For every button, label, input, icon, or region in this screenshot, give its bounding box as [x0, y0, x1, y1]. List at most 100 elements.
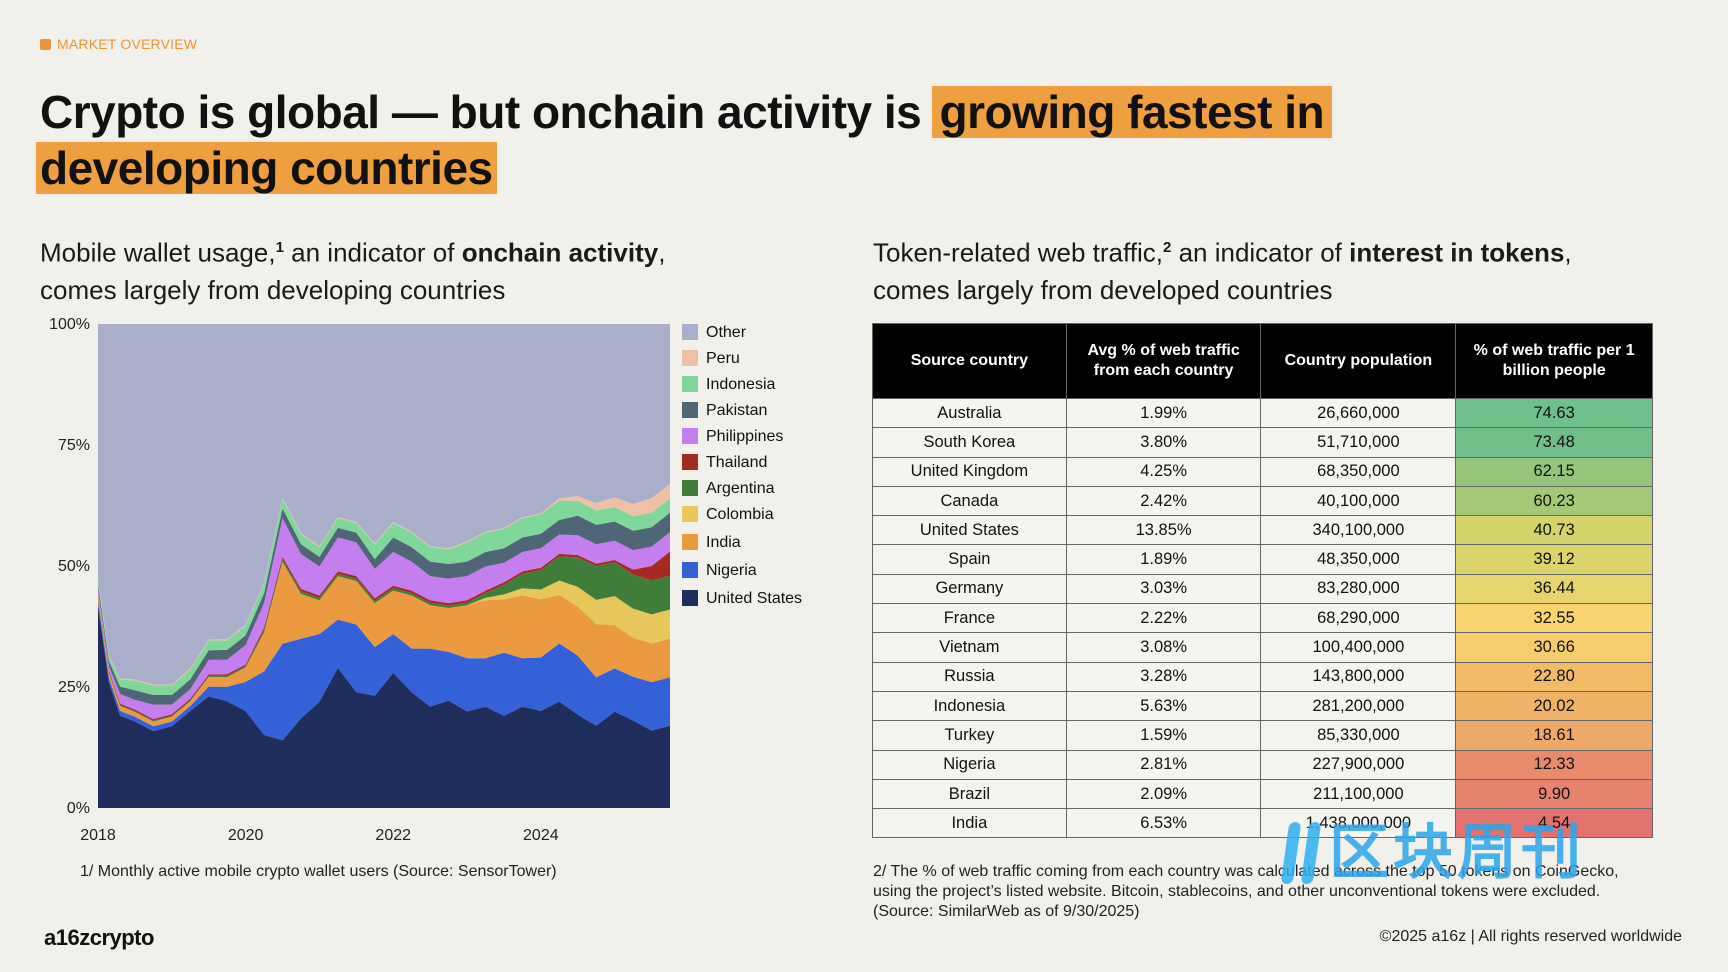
- cell-share: 3.03%: [1065, 573, 1262, 605]
- table-row: United States 13.85% 340,100,000 40.73: [872, 515, 1653, 546]
- cell-share: 3.28%: [1065, 661, 1262, 692]
- y-tick-label: 75%: [58, 437, 90, 454]
- cell-per-billion: 22.80: [1455, 661, 1653, 692]
- area-series: [98, 606, 670, 808]
- table-row: South Korea 3.80% 51,710,000 73.48: [872, 427, 1653, 458]
- cell-population: 68,350,000: [1260, 456, 1457, 487]
- cell-population: 85,330,000: [1260, 720, 1457, 751]
- cell-share: 1.89%: [1065, 544, 1262, 575]
- legend-swatch: [682, 428, 698, 444]
- cell-per-billion: 32.55: [1455, 603, 1653, 634]
- cell-per-billion: 60.23: [1455, 485, 1653, 517]
- cell-population: 83,280,000: [1260, 573, 1457, 605]
- legend-swatch: [682, 562, 698, 578]
- legend-swatch: [682, 454, 698, 470]
- cell-country: South Korea: [872, 427, 1067, 458]
- table-body: Australia 1.99% 26,660,000 74.63 South Korea…: [872, 397, 1653, 839]
- legend-swatch: [682, 376, 698, 392]
- left-subhead-3: ,: [658, 237, 666, 268]
- legend-swatch: [682, 350, 698, 366]
- cell-population: 100,400,000: [1260, 632, 1457, 663]
- left-subhead: Mobile wallet usage,1 an indicator of on…: [40, 229, 780, 309]
- cell-population: 40,100,000: [1260, 485, 1457, 517]
- web-traffic-table: Source country Avg % of web traffic from…: [872, 323, 1653, 839]
- cell-country: United States: [872, 515, 1067, 546]
- cell-share: 1.99%: [1065, 397, 1262, 429]
- right-subhead-2: an indicator of: [1171, 237, 1350, 268]
- cell-per-billion: 12.33: [1455, 749, 1653, 780]
- right-subhead-sup: 2: [1163, 239, 1172, 256]
- legend-label: Nigeria: [706, 562, 757, 579]
- legend-swatch: [682, 324, 698, 340]
- cell-country: Vietnam: [872, 632, 1067, 663]
- left-subhead-bold: onchain activity: [461, 237, 659, 268]
- right-subhead: Token-related web traffic,2 an indicator…: [873, 229, 1673, 309]
- table-row: Turkey 1.59% 85,330,000 18.61: [872, 720, 1653, 751]
- legend-swatch: [682, 534, 698, 550]
- legend-label: Colombia: [706, 506, 774, 523]
- left-subhead-2: an indicator of: [283, 237, 462, 268]
- watermark-logo-icon: [1280, 822, 1322, 884]
- area-series: [98, 483, 670, 686]
- headline-highlight-1: growing fastest in: [931, 86, 1333, 138]
- area-series: [98, 498, 670, 696]
- table-row: United Kingdom 4.25% 68,350,000 62.15: [872, 456, 1653, 487]
- eyebrow-dot: [40, 38, 51, 50]
- header-per-billion: % of web traffic per 1 billion people: [1455, 323, 1653, 399]
- right-subhead-bold: interest in tokens: [1349, 237, 1565, 268]
- left-subhead-4: comes largely from developing countries: [40, 274, 506, 305]
- headline: Crypto is global — but onchain activity …: [36, 84, 1540, 196]
- table-row: Vietnam 3.08% 100,400,000 30.66: [872, 632, 1653, 663]
- right-subhead-3: ,: [1564, 237, 1572, 268]
- y-tick-label: 0%: [67, 800, 90, 817]
- left-footnote: 1/ Monthly active mobile crypto wallet u…: [80, 863, 557, 880]
- table-row: Brazil 2.09% 211,100,000 9.90: [872, 778, 1653, 810]
- legend-swatch: [682, 402, 698, 418]
- left-subhead-sup: 1: [275, 239, 284, 256]
- right-subhead-1: Token-related web traffic,: [873, 237, 1163, 268]
- legend-label: Argentina: [706, 480, 775, 497]
- x-tick-label: 2020: [228, 827, 264, 844]
- right-subhead-4: comes largely from developed countries: [873, 274, 1333, 305]
- cell-population: 51,710,000: [1260, 427, 1457, 458]
- eyebrow: MARKET OVERVIEW: [40, 36, 197, 52]
- table-row: Canada 2.42% 40,100,000 60.23: [872, 485, 1653, 517]
- copyright: ©2025 a16z | All rights reserved worldwi…: [1379, 928, 1682, 945]
- cell-per-billion: 62.15: [1455, 456, 1653, 487]
- cell-country: Brazil: [872, 778, 1067, 810]
- area-series: [98, 508, 670, 705]
- legend-label: Pakistan: [706, 402, 767, 419]
- cell-share: 2.42%: [1065, 485, 1262, 517]
- x-tick-label: 2024: [523, 827, 559, 844]
- table-row: Australia 1.99% 26,660,000 74.63: [872, 397, 1653, 429]
- legend-swatch: [682, 506, 698, 522]
- table-row: Germany 3.03% 83,280,000 36.44: [872, 573, 1653, 605]
- headline-plain: Crypto is global — but onchain activity …: [40, 86, 934, 138]
- table-header: Source country Avg % of web traffic from…: [872, 323, 1653, 399]
- y-tick-label: 100%: [49, 316, 90, 333]
- cell-population: 26,660,000: [1260, 397, 1457, 429]
- cell-population: 340,100,000: [1260, 515, 1457, 546]
- table-header-row: Source country Avg % of web traffic from…: [872, 323, 1653, 399]
- cell-country: Spain: [872, 544, 1067, 575]
- area-series: [98, 324, 670, 685]
- header-avg-traffic: Avg % of web traffic from each country: [1065, 323, 1262, 399]
- cell-per-billion: 39.12: [1455, 544, 1653, 575]
- table-row: Russia 3.28% 143,800,000 22.80: [872, 661, 1653, 692]
- watermark-text: 区块周刊: [1329, 819, 1585, 886]
- legend-label: Thailand: [706, 454, 767, 471]
- area-series: [98, 556, 670, 722]
- cell-per-billion: 40.73: [1455, 515, 1653, 546]
- cell-country: Nigeria: [872, 749, 1067, 780]
- area-series: [98, 518, 670, 720]
- cell-per-billion: 20.02: [1455, 690, 1653, 722]
- table-row: Spain 1.89% 48,350,000 39.12: [872, 544, 1653, 575]
- cell-population: 48,350,000: [1260, 544, 1457, 575]
- area-series: [98, 561, 670, 727]
- cell-country: Germany: [872, 573, 1067, 605]
- cell-per-billion: 74.63: [1455, 397, 1653, 429]
- cell-country: France: [872, 603, 1067, 634]
- eyebrow-label: MARKET OVERVIEW: [57, 36, 198, 52]
- cell-population: 281,200,000: [1260, 690, 1457, 722]
- right-footnote: 2/ The % of web traffic coming from each…: [873, 863, 1619, 920]
